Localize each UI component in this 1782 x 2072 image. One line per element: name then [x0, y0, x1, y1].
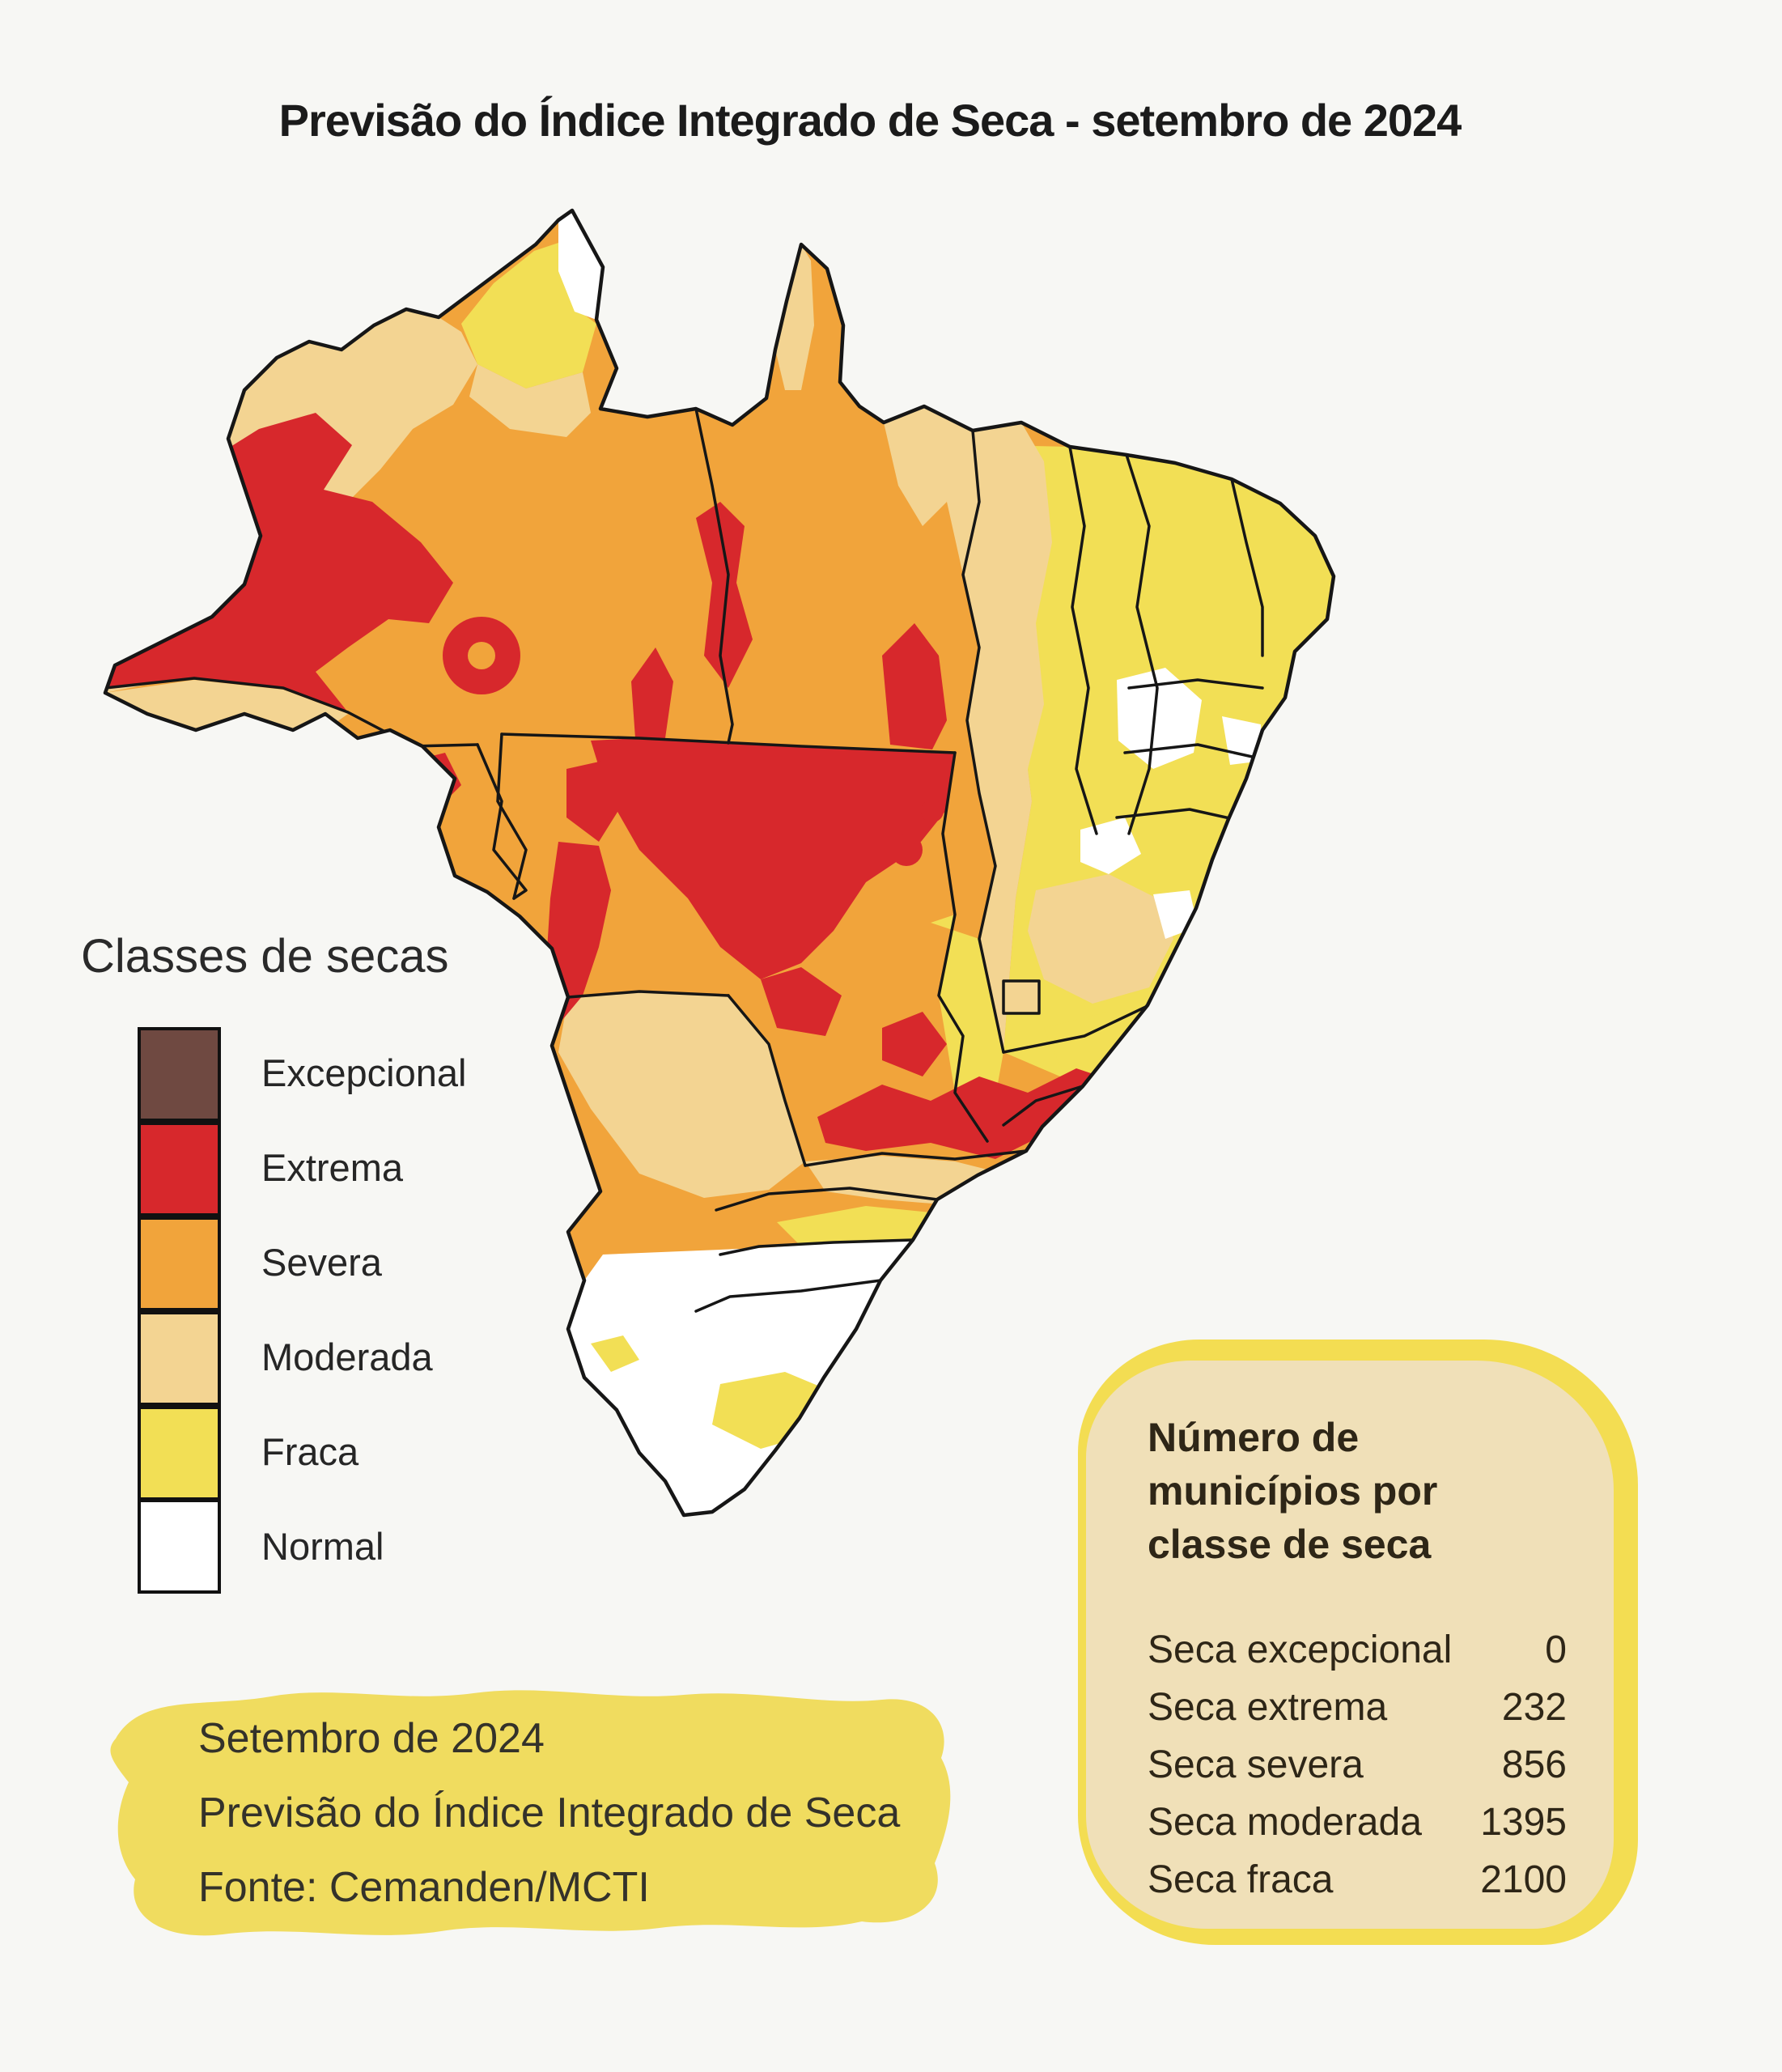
legend-items: Excepcional Extrema Severa Moderada Frac…	[138, 1025, 466, 1594]
legend-label: Severa	[261, 1241, 382, 1284]
page-title: Previsão do Índice Integrado de Seca - s…	[278, 94, 1462, 146]
region-extrema-para	[696, 502, 753, 688]
region-extrema-mt-f2	[882, 623, 947, 749]
legend-row-fraca: Fraca	[138, 1404, 466, 1501]
caption-lines: Setembro de 2024 Previsão do Índice Inte…	[198, 1701, 900, 1925]
border-ne-h1	[1127, 678, 1264, 690]
stats-row-extrema: Seca extrema 232	[1148, 1679, 1567, 1736]
legend-row-severa: Severa	[138, 1215, 466, 1311]
stats-rows: Seca excepcional 0 Seca extrema 232 Seca…	[1148, 1621, 1567, 1909]
stats-row-moderada: Seca moderada 1395	[1148, 1794, 1567, 1851]
swatch-severa	[138, 1216, 221, 1311]
border-rondonia	[476, 743, 528, 900]
stats-value: 856	[1501, 1743, 1567, 1786]
municipality-stats-inner: Número de municípios por classe de seca …	[1086, 1361, 1614, 1929]
region-moderada-amapa	[775, 244, 814, 390]
stats-label: Seca excepcional	[1148, 1628, 1453, 1671]
border-ne-h2	[1123, 743, 1272, 762]
stats-value: 0	[1545, 1628, 1567, 1671]
stats-value: 232	[1501, 1686, 1567, 1729]
region-moderada-acre	[105, 680, 348, 730]
swatch-moderada	[138, 1311, 221, 1406]
stats-row-excepcional: Seca excepcional 0	[1148, 1621, 1567, 1679]
region-extrema-goias	[882, 1012, 947, 1076]
border-sc-rs	[694, 1279, 882, 1313]
region-moderada-ms	[558, 991, 805, 1198]
region-normal-roraima-norte	[558, 210, 603, 320]
border-pa-to-ma	[961, 429, 1005, 1054]
border-mg-sp	[804, 1149, 1028, 1167]
stats-row-severa: Seca severa 856	[1148, 1736, 1567, 1794]
region-extrema-mt-f5	[761, 967, 842, 1036]
caption-line-title: Previsão do Índice Integrado de Seca	[198, 1790, 901, 1836]
caption-line-date: Setembro de 2024	[198, 1715, 545, 1762]
brazil-drought-map	[73, 121, 1351, 1546]
stats-row-fraca: Seca fraca 2100	[1148, 1851, 1567, 1909]
stats-title: Número de municípios por classe de seca	[1148, 1415, 1438, 1567]
legend-row-excepcional: Excepcional	[138, 1025, 467, 1122]
lagoa-dos-patos	[826, 1401, 865, 1476]
caption-line-source: Fonte: Cemanden/MCTI	[198, 1864, 650, 1911]
legend-label: Fraca	[261, 1430, 359, 1473]
border-mt-oeste	[496, 732, 528, 900]
region-extrema-anel-furo	[468, 642, 495, 669]
border-ce-rn	[1230, 478, 1264, 657]
stats-label: Seca fraca	[1148, 1858, 1334, 1901]
region-extrema-to-2	[921, 800, 944, 822]
swatch-normal	[138, 1499, 221, 1594]
border-sp-pr	[715, 1187, 939, 1212]
border-ms-sp	[727, 994, 807, 1167]
region-fraca-rs-oeste	[591, 1335, 639, 1372]
border-pi-ce	[1125, 453, 1159, 835]
region-moderada-roraima-sul	[469, 364, 591, 437]
stats-value: 1395	[1480, 1801, 1567, 1844]
region-moderada-para-costa	[884, 406, 947, 526]
region-extrema-mt	[591, 738, 955, 979]
brazil-map-svg	[103, 208, 1336, 1518]
border-mt-go	[937, 751, 989, 1143]
swatch-extrema	[138, 1122, 221, 1216]
region-normal-ne-5	[1222, 830, 1246, 854]
region-moderada-tocantins-bahia	[963, 502, 1032, 1052]
brazil-outline	[103, 208, 1336, 1518]
legend-row-moderada: Moderada	[138, 1310, 466, 1406]
border-mt-norte	[500, 732, 957, 754]
legend-label: Excepcional	[261, 1051, 467, 1094]
stats-label: Seca moderada	[1148, 1801, 1422, 1844]
border-ms-norte	[566, 990, 730, 999]
drought-classes-legend: Classes de secas Excepcional Extrema Sev…	[81, 929, 466, 1594]
region-extrema-mt-f1	[631, 648, 673, 738]
stats-label: Seca severa	[1148, 1743, 1364, 1786]
region-normal-sul	[568, 1240, 913, 1515]
border-mg-rj	[1002, 1085, 1084, 1127]
stats-label: Seca extrema	[1148, 1686, 1388, 1729]
region-extrema-to-1	[890, 834, 923, 866]
border-ma-pi	[1068, 445, 1098, 835]
region-extrema-mt-f3	[566, 761, 619, 842]
legend-row-normal: Normal	[138, 1499, 466, 1594]
swatch-excepcional	[138, 1027, 221, 1122]
legend-label: Extrema	[261, 1146, 403, 1189]
region-moderada-bahia-centro	[1028, 874, 1173, 1004]
legend-title: Classes de secas	[81, 930, 449, 983]
legend-label: Moderada	[261, 1335, 433, 1378]
map-caption: Setembro de 2024 Previsão do Índice Inte…	[93, 1661, 971, 1962]
caption-highlight-brush	[110, 1690, 951, 1936]
border-ba-mg	[1002, 1004, 1151, 1054]
legend-row-extrema: Extrema	[138, 1120, 466, 1216]
municipality-stats-box: Número de municípios por classe de seca …	[1078, 1340, 1638, 1945]
swatch-fraca	[138, 1406, 221, 1501]
border-df	[1002, 979, 1041, 1015]
legend-label: Normal	[261, 1525, 384, 1568]
border-pr-sc	[719, 1238, 914, 1256]
border-am-pa	[694, 407, 734, 745]
region-normal-rn-pb	[1117, 668, 1202, 769]
stats-value: 2100	[1480, 1858, 1567, 1901]
